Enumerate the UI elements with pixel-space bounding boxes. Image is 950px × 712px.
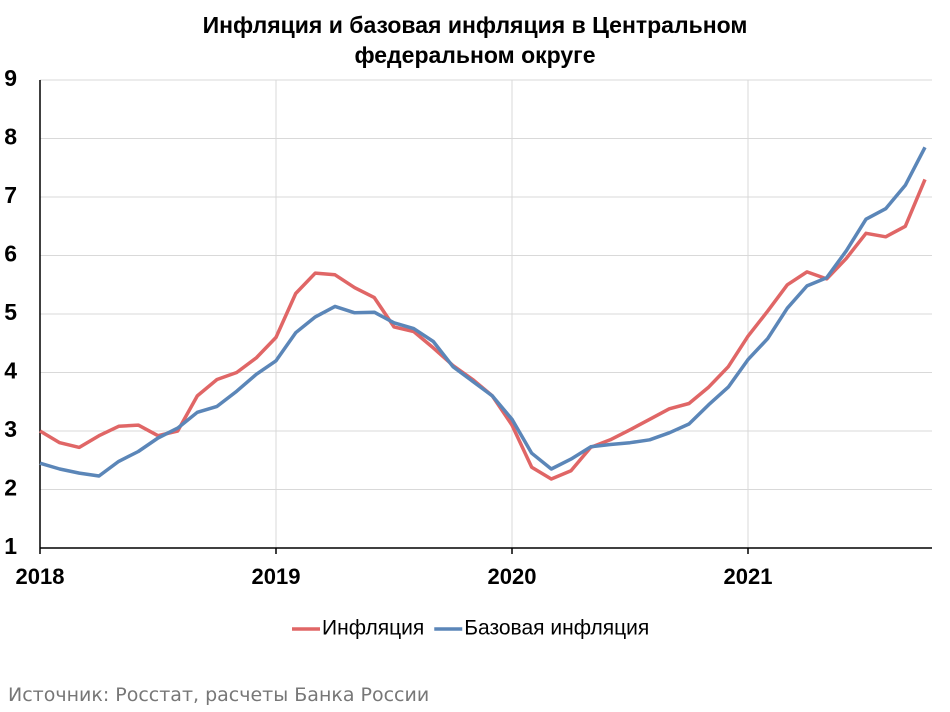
y-tick-label: 5	[4, 299, 17, 325]
y-tick-label: 3	[4, 416, 17, 442]
y-tick-label: 1	[4, 533, 17, 559]
y-tick-label: 4	[4, 358, 17, 384]
x-tick-label: 2018	[16, 564, 65, 589]
y-tick-label: 7	[4, 182, 17, 208]
y-tick-label: 9	[4, 65, 17, 91]
x-tick-label: 2019	[252, 564, 301, 589]
y-tick-label: 6	[4, 241, 17, 267]
series-line	[39, 178, 927, 481]
x-tick-label: 2020	[488, 564, 537, 589]
x-tick-label: 2021	[724, 564, 773, 589]
legend-label: Инфляция	[322, 617, 424, 640]
y-tick-label: 2	[4, 475, 17, 501]
y-tick-label: 8	[4, 124, 17, 150]
chart-title: Инфляция и базовая инфляция в Центрально…	[202, 12, 748, 68]
legend-label: Базовая инфляция	[464, 617, 649, 640]
source-note: Источник: Росстат, расчеты Банка России	[8, 684, 430, 706]
series-line	[39, 146, 927, 478]
